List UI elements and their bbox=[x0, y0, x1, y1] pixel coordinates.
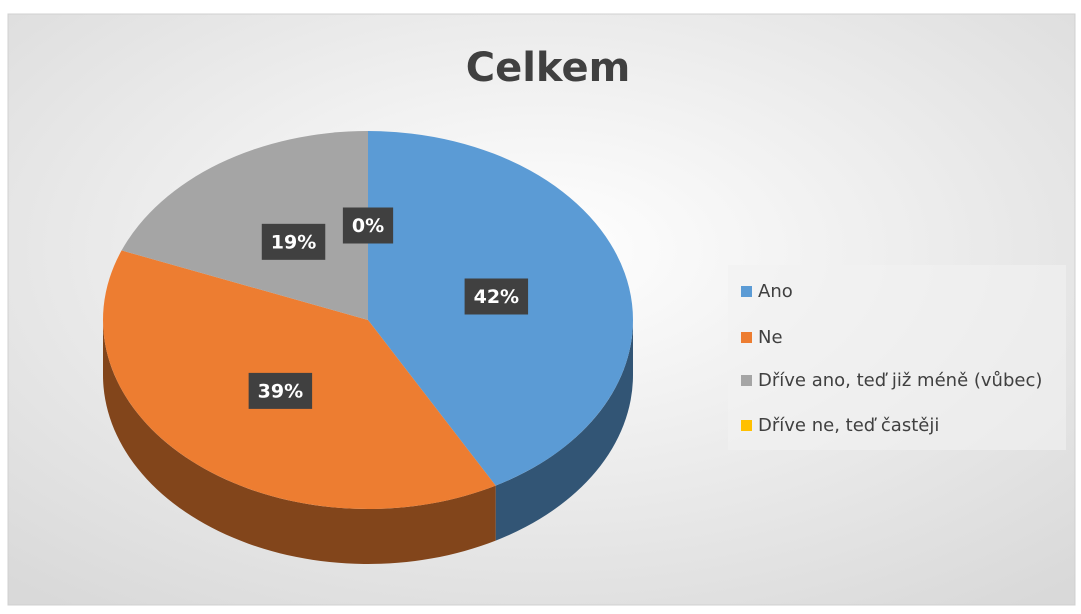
data-label: 42% bbox=[464, 278, 529, 315]
legend-swatch bbox=[741, 286, 752, 297]
legend-swatch bbox=[741, 420, 752, 431]
legend-swatch bbox=[741, 375, 752, 386]
legend-swatch bbox=[741, 332, 752, 343]
data-label-text: 19% bbox=[271, 231, 316, 253]
slice bbox=[121, 131, 369, 320]
legend-label: Dříve ano, teď již méně (vůbec) bbox=[758, 370, 1042, 391]
data-label-box bbox=[248, 372, 313, 409]
legend-box bbox=[728, 265, 1066, 450]
data-label: 39% bbox=[248, 372, 313, 409]
data-label-box bbox=[464, 278, 529, 315]
data-label-text: 0% bbox=[352, 215, 384, 237]
legend-label: Ano bbox=[758, 281, 793, 302]
data-label-text: 39% bbox=[258, 380, 303, 402]
slice-side bbox=[495, 320, 633, 541]
slice-side bbox=[103, 320, 496, 564]
data-label: 0% bbox=[342, 207, 394, 244]
legend-label: Ne bbox=[758, 327, 783, 348]
data-label: 19% bbox=[261, 223, 326, 260]
chart-title: Celkem bbox=[466, 45, 631, 91]
data-label-box bbox=[342, 207, 394, 244]
legend-label: Dříve ne, teď častěji bbox=[758, 415, 939, 436]
data-label-text: 42% bbox=[474, 286, 519, 308]
data-label-box bbox=[261, 223, 326, 260]
